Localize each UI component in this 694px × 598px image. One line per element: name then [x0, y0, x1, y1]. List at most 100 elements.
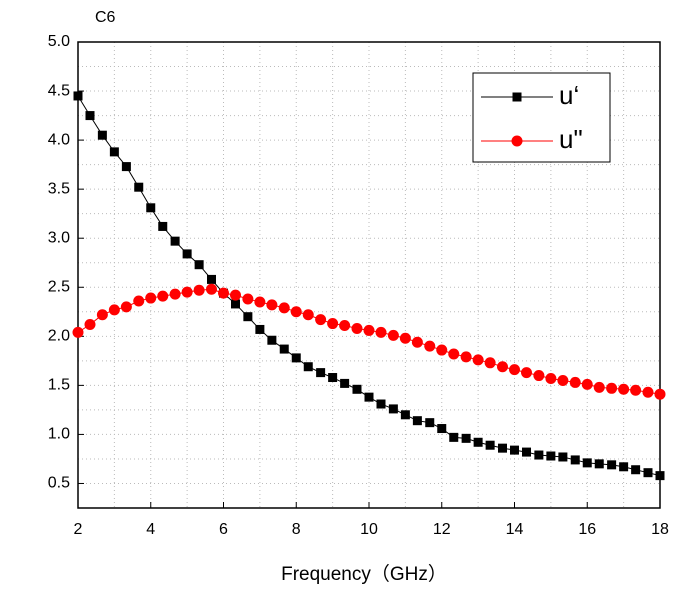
data-point [290, 306, 302, 318]
y-tick-label: 1.0 [48, 426, 70, 443]
data-point [145, 292, 157, 304]
data-point [303, 362, 313, 372]
data-point [120, 301, 132, 313]
data-point [581, 378, 593, 390]
data-point [266, 299, 278, 311]
data-point [546, 451, 556, 461]
x-tick-label: 6 [219, 521, 228, 538]
data-point [73, 91, 83, 101]
legend-marker [511, 135, 523, 147]
y-tick-label: 4.0 [48, 131, 70, 148]
data-point [182, 249, 192, 259]
data-point [339, 320, 351, 332]
data-point [534, 450, 544, 460]
data-point [242, 293, 254, 305]
data-point [497, 443, 507, 453]
data-point [230, 289, 242, 301]
data-point [654, 388, 666, 400]
data-point [72, 326, 84, 338]
data-point [643, 468, 653, 478]
data-point [193, 284, 205, 296]
data-point [472, 354, 484, 366]
data-point [291, 353, 301, 363]
y-tick-label: 2.0 [48, 328, 70, 345]
y-tick-label: 0.5 [48, 475, 70, 492]
data-point [108, 304, 120, 316]
data-point [522, 447, 532, 457]
data-point [545, 373, 557, 385]
data-point [109, 147, 119, 157]
data-point [412, 416, 422, 426]
data-point [449, 432, 459, 442]
data-point [425, 418, 435, 428]
data-point [340, 378, 350, 388]
data-point [279, 344, 289, 354]
data-point [157, 290, 169, 302]
x-tick-label: 18 [651, 521, 669, 538]
legend-label: u‘ [559, 80, 579, 110]
data-point [205, 283, 217, 295]
data-point [206, 274, 216, 284]
data-point [485, 440, 495, 450]
data-point [642, 386, 654, 398]
data-point [461, 433, 471, 443]
data-point [510, 445, 519, 455]
data-point [96, 309, 108, 321]
data-point [255, 324, 265, 334]
data-point [582, 458, 592, 468]
data-point [327, 318, 339, 330]
data-point [570, 455, 580, 465]
data-point [619, 462, 629, 472]
data-point [84, 319, 96, 331]
data-point [606, 382, 618, 394]
data-point [134, 182, 144, 192]
data-point [170, 236, 180, 246]
data-point [411, 336, 423, 348]
data-point [424, 340, 436, 352]
data-point [278, 302, 290, 314]
data-point [85, 111, 95, 121]
data-point [496, 361, 508, 373]
data-point [655, 471, 665, 481]
plot-frame [77, 41, 661, 509]
legend-marker [512, 92, 522, 102]
data-point [400, 410, 410, 420]
data-point [267, 335, 277, 345]
data-point [448, 348, 460, 360]
x-tick-label: 2 [74, 521, 83, 538]
data-point [376, 399, 386, 409]
data-point [631, 465, 641, 475]
data-point [218, 287, 229, 299]
data-point [302, 309, 314, 321]
data-point [558, 452, 568, 462]
data-point [158, 221, 168, 231]
data-point [593, 381, 605, 393]
data-point [316, 368, 326, 378]
y-tick-label: 3.0 [48, 229, 70, 246]
data-point [328, 373, 338, 383]
data-point [388, 404, 398, 414]
data-point [146, 203, 156, 213]
x-axis-label: Frequency（GHz） [281, 563, 447, 585]
data-point [351, 322, 363, 334]
y-tick-label: 2.5 [48, 278, 70, 295]
data-point [254, 296, 266, 308]
data-point [375, 326, 387, 338]
data-point [363, 324, 375, 336]
data-point [352, 384, 362, 394]
chart-title: C6 [95, 9, 116, 26]
y-tick-label: 4.5 [48, 82, 70, 99]
data-point [473, 437, 483, 447]
data-point [509, 364, 520, 376]
data-point [231, 299, 241, 309]
data-point [557, 374, 569, 386]
x-tick-label: 12 [433, 521, 451, 538]
x-tick-label: 4 [146, 521, 155, 538]
data-point [399, 332, 411, 344]
data-point [315, 314, 327, 326]
data-point [533, 370, 545, 382]
y-tick-label: 3.5 [48, 180, 70, 197]
data-point [630, 384, 642, 396]
data-point [194, 260, 204, 270]
